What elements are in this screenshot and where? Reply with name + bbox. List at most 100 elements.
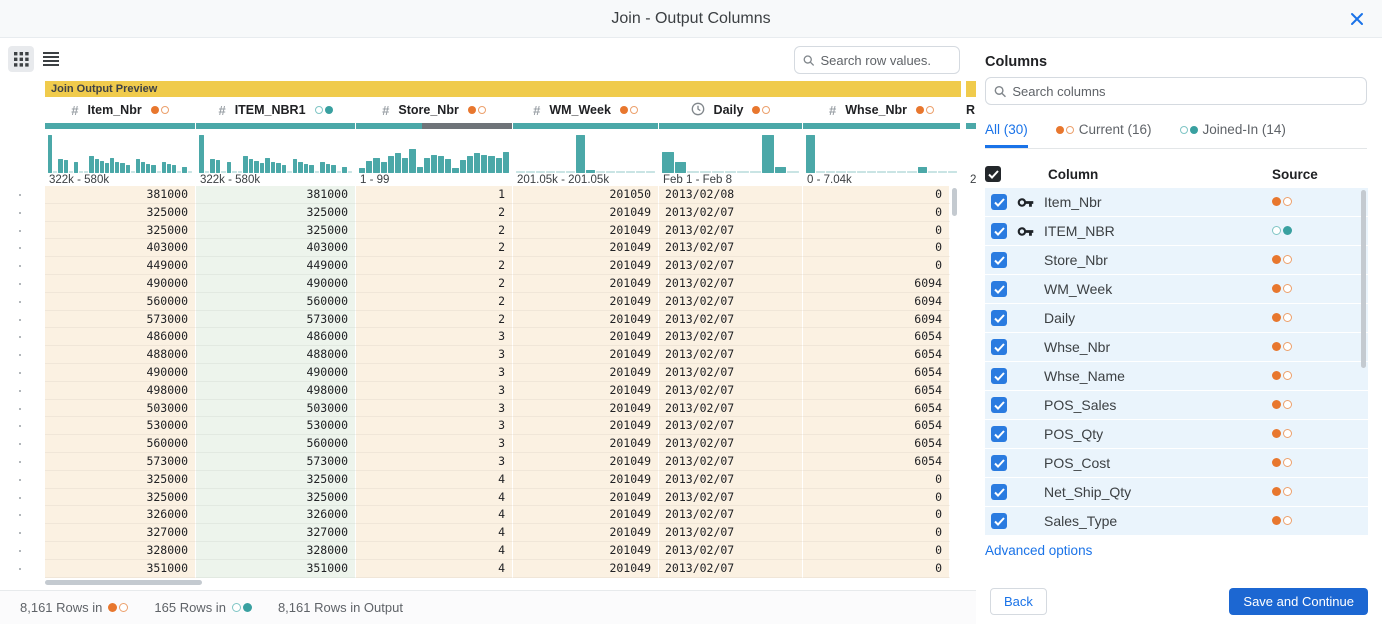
list-item-Whse_Name[interactable]: Whse_Name xyxy=(985,362,1368,390)
checkbox-Item_Nbr[interactable] xyxy=(991,194,1007,210)
list-item-WM_Week[interactable]: WM_Week xyxy=(985,275,1368,303)
quality-segment xyxy=(803,123,960,129)
histogram-bar xyxy=(199,135,204,173)
column-header-Item_Nbr[interactable]: # Item_Nbr xyxy=(45,97,195,123)
source-dot xyxy=(1065,125,1074,134)
source-dot xyxy=(1283,371,1292,380)
row-dot xyxy=(19,354,21,357)
column-item-label: POS_Sales xyxy=(1044,397,1117,413)
current-source-dots xyxy=(619,106,638,114)
list-item-Sales_Type[interactable]: Sales_Type xyxy=(985,507,1368,535)
dialog-footer: Back Save and Continue xyxy=(990,588,1368,615)
source-indicator xyxy=(1272,425,1292,443)
list-item-POS_Sales[interactable]: POS_Sales xyxy=(985,391,1368,419)
cell-Daily: 2013/02/07 xyxy=(659,524,803,542)
column-histogram[interactable] xyxy=(803,129,960,173)
row-marker xyxy=(0,417,45,435)
source-dot xyxy=(1283,313,1292,322)
list-item-Store_Nbr[interactable]: Store_Nbr xyxy=(985,246,1368,274)
cell-ITEM_NBR1: 486000 xyxy=(196,328,356,347)
panel-scrollbar[interactable] xyxy=(1361,190,1366,368)
save-and-continue-button[interactable]: Save and Continue xyxy=(1229,588,1368,615)
column-header-ITEM_NBR1[interactable]: # ITEM_NBR1 xyxy=(196,97,355,123)
list-item-Daily[interactable]: Daily xyxy=(985,304,1368,332)
list-item-Net_Ship_Qty[interactable]: Net_Ship_Qty xyxy=(985,478,1368,506)
histogram-bar xyxy=(281,164,286,173)
tab-current-16[interactable]: Current (16) xyxy=(1055,122,1152,148)
vertical-scrollbar[interactable] xyxy=(952,188,957,216)
cell-Daily: 2013/02/07 xyxy=(659,381,803,400)
current-source-dots xyxy=(916,106,935,114)
source-dot xyxy=(1272,313,1281,322)
checkbox-Net_Ship_Qty[interactable] xyxy=(991,484,1007,500)
source-dot xyxy=(1272,197,1281,206)
checkbox-Sales_Type[interactable] xyxy=(991,513,1007,529)
checkbox-POS_Qty[interactable] xyxy=(991,426,1007,442)
column-histogram[interactable] xyxy=(45,129,195,173)
checkbox-Whse_Nbr[interactable] xyxy=(991,339,1007,355)
checkbox-Daily[interactable] xyxy=(991,310,1007,326)
cell-Store_Nbr: 3 xyxy=(356,417,513,436)
list-item-POS_Qty[interactable]: POS_Qty xyxy=(985,420,1368,448)
cell-ITEM_NBR1: 503000 xyxy=(196,399,356,418)
checkbox-Store_Nbr[interactable] xyxy=(991,252,1007,268)
checkbox-ITEM_NBR[interactable] xyxy=(991,223,1007,239)
histogram-bar xyxy=(287,171,292,173)
checkbox-WM_Week[interactable] xyxy=(991,281,1007,297)
row-dot xyxy=(19,300,21,303)
column-histogram[interactable] xyxy=(659,129,802,173)
preview-column-ITEM_NBR1: # ITEM_NBR1 322k - 580k xyxy=(196,97,355,186)
tab-all-30[interactable]: All (30) xyxy=(985,122,1028,148)
column-search-input[interactable] xyxy=(1012,83,1358,99)
table-row: 560000 560000 3 201049 2013/02/07 6054 xyxy=(45,435,950,453)
cell-Item_Nbr: 488000 xyxy=(45,346,196,364)
cell-WM_Week: 201049 xyxy=(513,488,659,507)
cell-WM_Week: 201049 xyxy=(513,221,659,240)
list-view-icon[interactable] xyxy=(38,46,64,72)
tab-joined-in-14[interactable]: Joined-In (14) xyxy=(1179,122,1286,148)
column-header-Daily[interactable]: Daily xyxy=(659,97,802,123)
checkbox-POS_Cost[interactable] xyxy=(991,455,1007,471)
cell-WM_Week: 201049 xyxy=(513,257,659,275)
back-button[interactable]: Back xyxy=(990,588,1047,615)
current-source-dots xyxy=(108,603,129,612)
histogram-bar xyxy=(947,171,958,173)
select-all-checkbox[interactable] xyxy=(985,166,1001,182)
list-item-ITEM_NBR[interactable]: ITEM_NBR xyxy=(985,217,1368,245)
cell-WM_Week: 201049 xyxy=(513,452,659,471)
row-search-input[interactable] xyxy=(820,52,951,68)
histogram-bar xyxy=(481,154,488,173)
checkbox-POS_Sales[interactable] xyxy=(991,397,1007,413)
column-header-WM_Week[interactable]: # WM_Week xyxy=(513,97,658,123)
source-indicator xyxy=(1272,512,1292,530)
advanced-options-link[interactable]: Advanced options xyxy=(985,543,1093,558)
column-histogram[interactable] xyxy=(356,129,512,173)
list-item-Whse_Nbr[interactable]: Whse_Nbr xyxy=(985,333,1368,361)
row-dot xyxy=(19,265,21,268)
histogram-bar xyxy=(342,166,347,173)
source-dot xyxy=(1272,284,1281,293)
current-source-dots xyxy=(1272,342,1292,351)
histogram-bar xyxy=(243,156,248,173)
cell-Daily: 2013/02/07 xyxy=(659,346,803,364)
column-histogram[interactable] xyxy=(513,129,658,173)
cell-WM_Week: 201049 xyxy=(513,346,659,364)
list-item-POS_Cost[interactable]: POS_Cost xyxy=(985,449,1368,477)
horizontal-scrollbar[interactable] xyxy=(45,580,202,585)
cell-Item_Nbr: 327000 xyxy=(45,524,196,542)
row-marker xyxy=(0,204,45,222)
histogram-bar xyxy=(314,171,319,173)
column-item-label: ITEM_NBR xyxy=(1044,223,1115,239)
column-header-Store_Nbr[interactable]: # Store_Nbr xyxy=(356,97,512,123)
tab-label: Current (16) xyxy=(1078,122,1152,137)
cell-ITEM_NBR1: 325000 xyxy=(196,203,356,222)
list-item-Item_Nbr[interactable]: Item_Nbr xyxy=(985,188,1368,216)
checkbox-Whse_Name[interactable] xyxy=(991,368,1007,384)
column-histogram[interactable] xyxy=(196,129,355,173)
close-icon[interactable] xyxy=(1348,10,1366,28)
grid-view-icon[interactable] xyxy=(8,46,34,72)
cell-Whse_Nbr: 6054 xyxy=(803,381,950,400)
column-header-Whse_Nbr[interactable]: # Whse_Nbr xyxy=(803,97,960,123)
histogram-bar xyxy=(626,171,635,173)
